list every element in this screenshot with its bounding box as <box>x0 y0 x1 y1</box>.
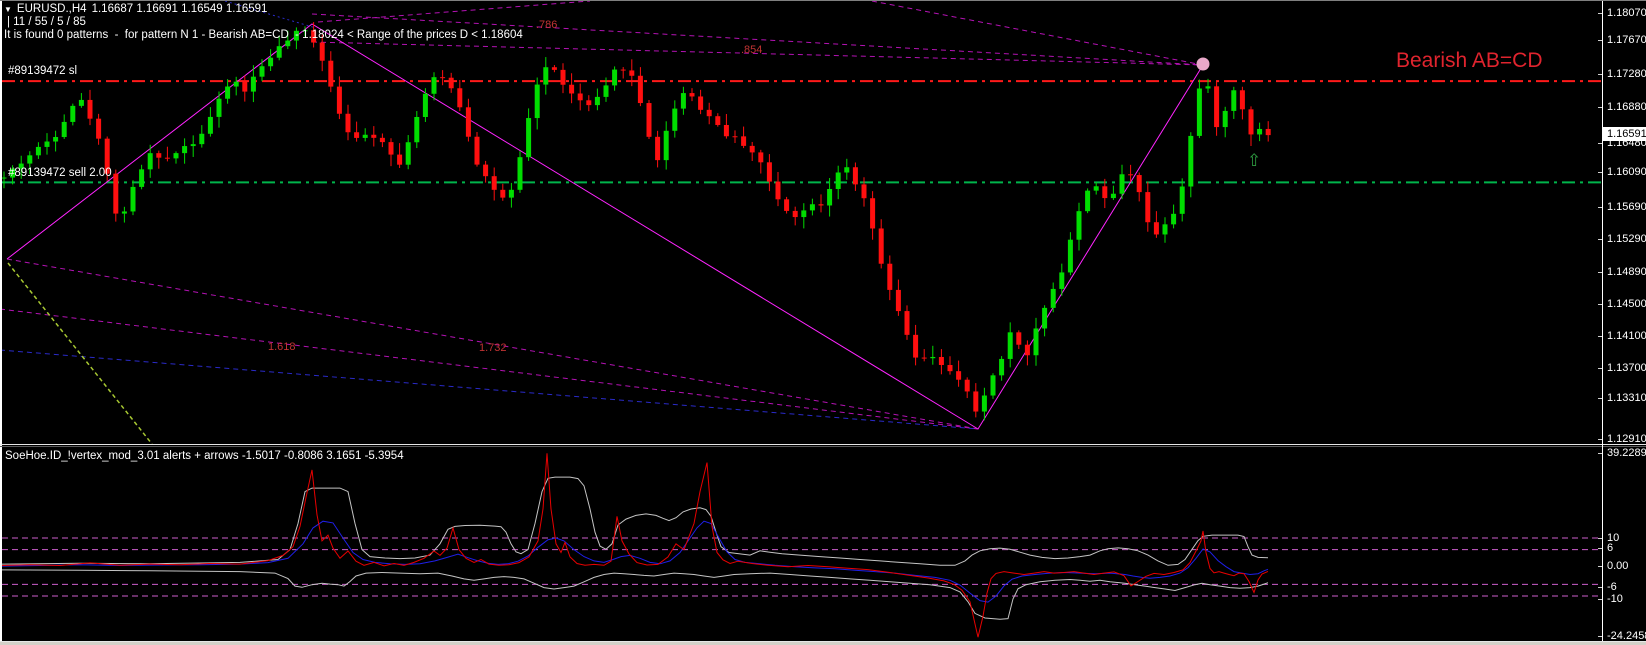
buy-signal-arrow-icon: ⇧ <box>1247 151 1262 170</box>
indicator-upper-band <box>1 476 1269 566</box>
axis-tick <box>1598 453 1603 454</box>
fib-line-upper[interactable] <box>871 1 1204 66</box>
fib-fan-line-1618[interactable] <box>0 308 979 430</box>
ohlc-quote-label: 1.16687 1.16691 1.16549 1.16591 <box>91 3 268 15</box>
axis-tick <box>1598 239 1603 240</box>
fib-line-786[interactable] <box>311 13 1204 66</box>
indicator-lower-band <box>1 569 1269 620</box>
axis-tick <box>1598 107 1603 108</box>
axis-tick <box>1598 272 1603 273</box>
indicator-axis-label: 10 <box>1607 532 1620 544</box>
pattern-counters-label: | 11 / 55 / 5 / 85 <box>7 16 86 28</box>
axis-tick <box>1598 566 1603 567</box>
fib-ratio-label: .854 <box>741 44 763 56</box>
axis-tick <box>1598 172 1603 173</box>
indicator-axis-label: 39.2289 <box>1607 447 1646 459</box>
fib-ratio-label: 1.732 <box>479 342 507 354</box>
pattern-info-label: It is found 0 patterns - for pattern N 1… <box>4 29 523 41</box>
fib-fan-line-blue[interactable] <box>0 349 979 430</box>
pane-separator[interactable] <box>0 444 1646 445</box>
axis-tick <box>1598 336 1603 337</box>
axis-tick <box>1598 439 1603 440</box>
axis-tick <box>1598 587 1603 588</box>
price-axis-label: 1.16480 <box>1607 137 1646 149</box>
fib-line-854[interactable] <box>311 41 1204 66</box>
axis-tick <box>1598 599 1603 600</box>
axis-separator-line <box>1602 1 1603 641</box>
price-axis-label: 1.18070 <box>1607 7 1646 19</box>
axis-tick <box>1598 398 1603 399</box>
axis-tick <box>1598 368 1603 369</box>
pane-separator-shadow <box>0 446 1646 447</box>
symbol-period-label: EURUSD.,H4 <box>16 3 87 15</box>
indicator-axis-label: -10 <box>1607 593 1623 605</box>
fib-fan-line-1732[interactable] <box>6 258 979 430</box>
indicator-axis-label: -6 <box>1607 581 1617 593</box>
price-axis-label: 1.13310 <box>1607 392 1646 404</box>
abcd-zigzag-line[interactable] <box>6 23 1204 430</box>
indicator-axis-label: -24.2458 <box>1607 630 1646 642</box>
price-axis-label: 1.13700 <box>1607 362 1646 374</box>
candles-group <box>1 22 1271 421</box>
blue-dotted-line[interactable] <box>224 1 317 29</box>
axis-tick <box>1598 74 1603 75</box>
price-axis-label: 1.14100 <box>1607 330 1646 342</box>
indicator-signal-line <box>1 520 1269 603</box>
trend-dashed-line[interactable] <box>7 262 153 445</box>
axis-tick <box>1598 40 1603 41</box>
fib-line-top[interactable] <box>317 1 591 23</box>
window-bottom-line <box>0 641 1646 642</box>
price-axis-label: 1.14890 <box>1607 266 1646 278</box>
axis-tick <box>1598 304 1603 305</box>
order-sell-label: #89139472 sell 2.00 <box>8 167 112 179</box>
window-bottom-strip <box>0 642 1646 645</box>
axis-tick <box>1598 207 1603 208</box>
indicator-title: SoeHoe.ID_!vertex_mod_3.01 alerts + arro… <box>5 450 404 462</box>
price-axis-label: 1.12910 <box>1607 433 1646 445</box>
indicator-axis-label: 0.00 <box>1607 560 1629 572</box>
price-axis-label: 1.15290 <box>1607 233 1646 245</box>
fib-ratio-label: 1.618 <box>268 341 296 353</box>
price-axis-label: 1.16880 <box>1607 101 1646 113</box>
price-axis-label: 1.17670 <box>1607 34 1646 46</box>
axis-tick <box>1598 13 1603 14</box>
price-axis-label: 1.15690 <box>1607 201 1646 213</box>
price-axis-label: 1.16090 <box>1607 166 1646 178</box>
axis-tick <box>1598 538 1603 539</box>
price-axis-label: 1.17280 <box>1607 68 1646 80</box>
axis-tick <box>1598 143 1603 144</box>
pattern-point-dot[interactable] <box>1196 57 1210 71</box>
chart-header: ▼ EURUSD.,H4 1.16687 1.16691 1.16549 1.1… <box>4 3 523 42</box>
indicator-axis-label: 6 <box>1607 542 1614 554</box>
indicator-main-line <box>1 453 1269 638</box>
fib-ratio-label: .786 <box>536 19 558 31</box>
current-price-badge: 1.16591 <box>1603 127 1646 141</box>
pattern-name-label: Bearish AB=CD <box>1396 49 1543 72</box>
window-left-border <box>0 1 2 641</box>
axis-tick <box>1598 636 1603 637</box>
price-axis-label: 1.14500 <box>1607 298 1646 310</box>
order-stoploss-label: #89139472 sl <box>8 65 78 77</box>
symbol-dropdown-icon[interactable]: ▼ <box>4 5 12 14</box>
symbol-quote-line: ▼ EURUSD.,H4 1.16687 1.16691 1.16549 1.1… <box>4 3 523 16</box>
axis-tick <box>1598 548 1603 549</box>
